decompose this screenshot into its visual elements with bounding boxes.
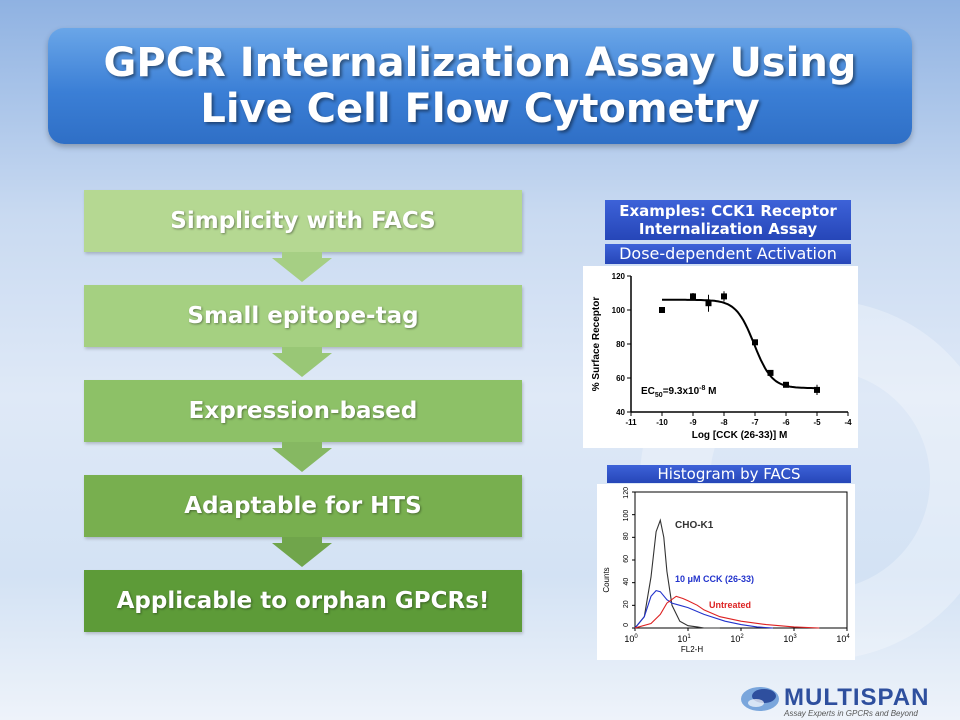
x-axis-title: FL2-H (681, 645, 703, 654)
x-tick-label: -11 (625, 418, 637, 427)
x-tick-label: -9 (689, 418, 697, 427)
data-point (783, 381, 789, 388)
data-point (767, 369, 774, 376)
title-line-1: GPCR Internalization Assay Using (103, 40, 857, 86)
series-line-2 (634, 595, 820, 629)
y-tick-label: 60 (616, 374, 625, 383)
step-expression-based: Expression-based (84, 380, 522, 442)
multispan-logo: MULTISPAN Assay Experts in GPCRs and Bey… (738, 682, 952, 718)
logo-tagline: Assay Experts in GPCRs and Beyond (784, 709, 918, 718)
data-point (814, 386, 820, 393)
data-point (752, 339, 758, 346)
histogram-label: Histogram by FACS (607, 465, 851, 483)
step-simplicity: Simplicity with FACS (84, 190, 522, 252)
down-arrow-icon (272, 537, 332, 567)
dose-response-panel: 40 60 80 100 120 -11 -10 -9 -8 -7 -6 -5 -4 Log [CCK (… (583, 266, 858, 448)
down-arrow-icon (272, 252, 332, 282)
x-tick-label: 101 (677, 634, 691, 644)
down-arrow-icon (272, 347, 332, 377)
y-tick-label: 120 (623, 487, 630, 499)
histogram-panel: 0 20 40 60 80 100 120 100 101 102 103 104 FL2-H Count… (597, 484, 855, 660)
fit-curve (662, 298, 817, 390)
x-tick-label: 102 (730, 634, 744, 644)
y-tick-label: 120 (612, 272, 626, 281)
data-point (705, 300, 712, 307)
y-tick-label: 20 (623, 600, 630, 608)
examples-label-line1: Examples: CCK1 Receptor (619, 202, 837, 220)
y-tick-label: 80 (616, 340, 625, 349)
x-tick-label: -6 (782, 418, 790, 427)
series-label: CHO-K1 (675, 520, 714, 531)
series-line-1 (634, 589, 773, 629)
y-tick-label: 80 (623, 532, 630, 540)
y-tick-label: 100 (623, 510, 630, 522)
logo-name: MULTISPAN (784, 684, 930, 711)
facs-histogram-chart: 0 20 40 60 80 100 120 100 101 102 103 104 FL2-H Count… (602, 487, 850, 654)
x-axis-title: Log [CCK (26-33)] M (692, 430, 788, 441)
step-orphan-gpcrs: Applicable to orphan GPCRs! (84, 570, 522, 632)
series-label: Untreated (709, 600, 751, 610)
dose-label: Dose-dependent Activation (605, 244, 851, 264)
x-tick-label: -4 (844, 418, 852, 427)
step-adaptable-hts: Adaptable for HTS (84, 475, 522, 537)
y-tick-label: 40 (623, 578, 630, 586)
examples-label-line2: Internalization Assay (638, 220, 818, 238)
down-arrow-icon (272, 442, 332, 472)
x-tick-label: 104 (836, 634, 850, 644)
series-label: 10 μM CCK (26-33) (675, 574, 754, 584)
y-tick-label: 40 (616, 408, 625, 417)
y-tick-label: 0 (623, 623, 630, 627)
step-epitope-tag: Small epitope-tag (84, 285, 522, 347)
y-tick-label: 100 (612, 306, 626, 315)
series-line-0 (634, 518, 720, 629)
y-axis-title: % Surface Receptor (591, 297, 602, 392)
title-banner: GPCR Internalization Assay Using Live Ce… (48, 28, 912, 144)
dose-response-chart: 40 60 80 100 120 -11 -10 -9 -8 -7 -6 -5 -4 Log [CCK (… (591, 272, 852, 441)
title-line-2: Live Cell Flow Cytometry (200, 86, 760, 132)
x-tick-label: -10 (656, 418, 668, 427)
y-tick-label: 60 (623, 555, 630, 563)
x-tick-label: -8 (720, 418, 728, 427)
x-tick-label: 103 (783, 634, 797, 644)
x-tick-label: 100 (624, 634, 638, 644)
data-point (721, 293, 727, 300)
x-tick-label: -7 (751, 418, 759, 427)
examples-label: Examples: CCK1 Receptor Internalization … (605, 200, 851, 240)
data-point (690, 293, 696, 300)
multispan-logo-icon (741, 687, 779, 711)
y-axis-title: Counts (602, 567, 611, 592)
data-point (659, 307, 665, 313)
ec50-annotation: EC50=9.3x10-8 M (641, 385, 716, 399)
x-tick-label: -5 (813, 418, 821, 427)
